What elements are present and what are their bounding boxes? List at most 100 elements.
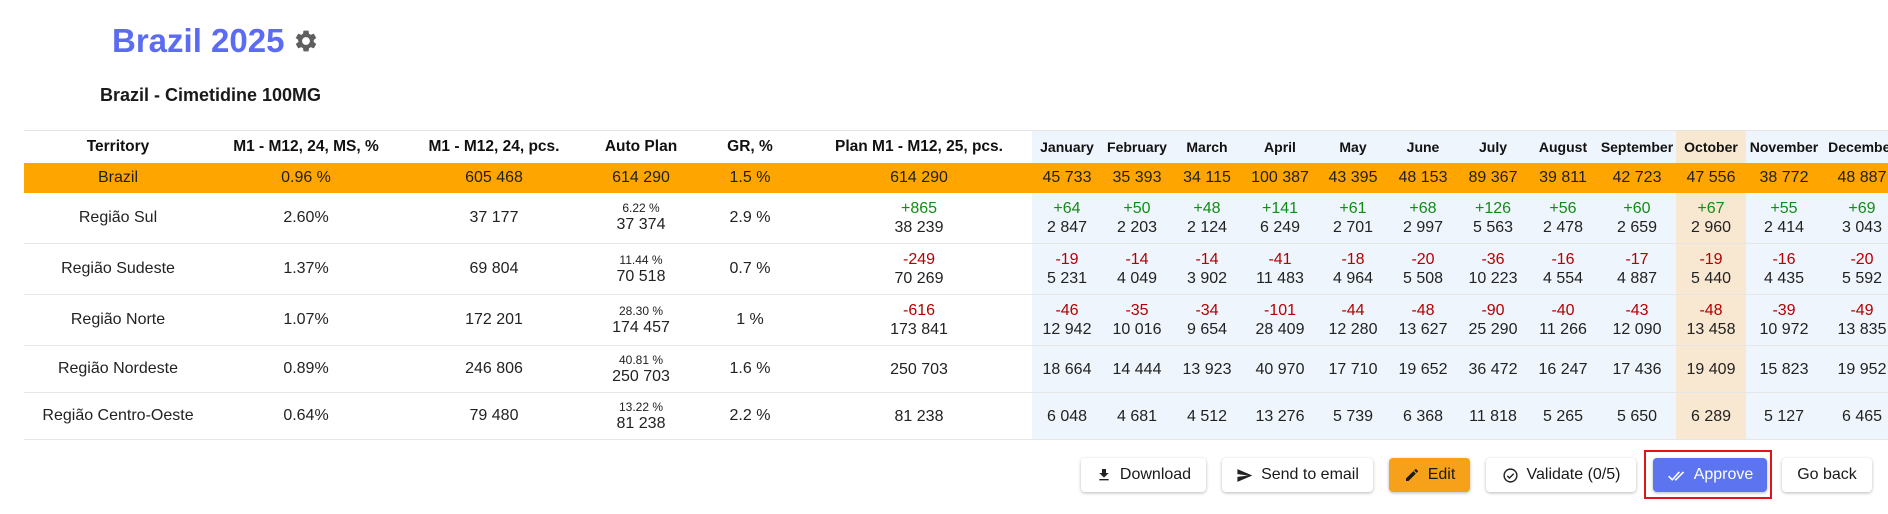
- auto-plan-cell: 11.44 % 70 518: [588, 244, 694, 295]
- go-back-button[interactable]: Go back: [1782, 458, 1872, 492]
- month-cell: +69 3 043: [1822, 192, 1888, 244]
- month-cell: 14 444: [1102, 345, 1172, 393]
- month-value: 2 701: [1332, 218, 1374, 236]
- download-label: Download: [1119, 466, 1192, 483]
- edit-label: Edit: [1427, 466, 1456, 483]
- ms-cell: 2.60%: [283, 208, 329, 226]
- month-cell: -44 12 280: [1318, 294, 1388, 346]
- col-header: Plan M1 - M12, 25, pcs.: [835, 137, 1003, 155]
- month-delta: -41: [1268, 251, 1292, 268]
- month-cell: 13 923: [1172, 345, 1242, 393]
- month-cell: +56 2 478: [1528, 192, 1598, 244]
- month-delta: -34: [1195, 302, 1219, 319]
- month-value: 5 440: [1690, 270, 1732, 287]
- send-email-button[interactable]: Send to email: [1222, 458, 1373, 492]
- month-delta: -39: [1772, 302, 1796, 319]
- month-delta: -48: [1699, 302, 1723, 319]
- month-cell: -49 13 835: [1822, 294, 1888, 346]
- month-cell: -17 4 887: [1598, 243, 1676, 295]
- col-header: M1 - M12, 24, MS, %: [233, 137, 379, 155]
- month-header: May: [1318, 130, 1388, 163]
- month-cell: 19 652: [1388, 345, 1458, 393]
- month-value: 13 835: [1837, 321, 1887, 338]
- month-value: 2 414: [1763, 218, 1805, 236]
- month-header: November: [1746, 130, 1822, 163]
- plan-cell: -249 70 269: [806, 244, 1032, 295]
- month-value: 13 627: [1398, 321, 1448, 338]
- territory-cell: Brazil: [97, 168, 138, 186]
- check-circle-icon: [1502, 467, 1518, 483]
- month-value: 5 127: [1763, 407, 1805, 425]
- auto-plan-cell: 40.81 % 250 703: [588, 346, 694, 393]
- month-value: 28 409: [1255, 321, 1305, 338]
- gear-icon[interactable]: [293, 28, 319, 54]
- month-delta: +69: [1848, 199, 1876, 217]
- month-value: 4 681: [1116, 407, 1158, 425]
- double-check-icon: [1667, 470, 1684, 481]
- month-cell: -14 3 902: [1172, 243, 1242, 295]
- month-value: 12 280: [1328, 321, 1378, 338]
- month-delta: -16: [1772, 251, 1796, 268]
- month-value: 11 818: [1469, 407, 1517, 425]
- month-value: 17 710: [1328, 360, 1378, 378]
- month-value: 11 266: [1539, 321, 1587, 338]
- month-value: 4 554: [1542, 270, 1584, 287]
- month-cell: 11 818: [1458, 392, 1528, 440]
- month-cell: 42 723: [1612, 168, 1662, 186]
- plan-table: Territory M1 - M12, 24, MS, % M1 - M12, …: [24, 130, 1888, 440]
- month-value: 10 016: [1112, 321, 1162, 338]
- month-value: 6 249: [1259, 218, 1301, 236]
- plan-delta: -616: [902, 302, 936, 319]
- month-cell: -16 4 435: [1746, 243, 1822, 295]
- validate-label: Validate (0/5): [1526, 466, 1621, 483]
- month-delta: -43: [1625, 302, 1649, 319]
- month-delta: -20: [1850, 251, 1874, 268]
- download-button[interactable]: Download: [1081, 458, 1206, 492]
- month-delta: +50: [1123, 199, 1151, 217]
- month-header: February: [1102, 130, 1172, 163]
- month-value: 18 664: [1042, 360, 1092, 378]
- gr-cell: 2.9 %: [729, 208, 771, 226]
- table-row: Região Nordeste 0.89% 246 806 40.81 % 250 70…: [24, 345, 1888, 393]
- month-delta: -14: [1195, 251, 1219, 268]
- month-value: 5 508: [1402, 270, 1444, 287]
- month-cell: 35 393: [1112, 168, 1162, 186]
- month-value: 5 231: [1046, 270, 1088, 287]
- pcs-cell: 69 804: [469, 260, 519, 277]
- month-value: 6 048: [1046, 407, 1088, 425]
- approve-button[interactable]: Approve: [1653, 458, 1767, 492]
- month-cell: 43 395: [1328, 168, 1378, 186]
- plan-value: 173 841: [890, 321, 948, 338]
- month-value: 16 247: [1538, 360, 1588, 378]
- month-header-october: October: [1676, 130, 1746, 163]
- month-value: 4 887: [1616, 270, 1658, 287]
- month-cell: -36 10 223: [1458, 243, 1528, 295]
- auto-plan-value: 70 518: [616, 267, 666, 285]
- month-value: 13 458: [1686, 321, 1736, 338]
- edit-button[interactable]: Edit: [1389, 458, 1470, 492]
- month-cell: 17 436: [1598, 345, 1676, 393]
- month-delta: +67: [1697, 199, 1725, 217]
- month-delta: -44: [1341, 302, 1365, 319]
- validate-button[interactable]: Validate (0/5): [1486, 458, 1636, 492]
- month-cell: 6 048: [1032, 392, 1102, 440]
- table-row: Região Sul 2.60% 37 177 6.22 % 37 374 2.9 % +8…: [24, 192, 1888, 244]
- month-value: 4 512: [1186, 407, 1228, 425]
- month-cell: 39 811: [1539, 168, 1587, 186]
- month-cell: 100 387: [1251, 168, 1309, 186]
- month-value: 15 823: [1759, 360, 1809, 378]
- month-cell: -20 5 592: [1822, 243, 1888, 295]
- month-cell: 38 772: [1759, 168, 1809, 186]
- month-value: 13 276: [1255, 407, 1305, 425]
- month-delta: +68: [1409, 199, 1437, 217]
- month-cell: +67 2 960: [1676, 192, 1746, 244]
- month-cell: +55 2 414: [1746, 192, 1822, 244]
- page-title: Brazil 2025: [112, 22, 285, 59]
- month-delta: +56: [1549, 199, 1577, 217]
- approve-label: Approve: [1693, 466, 1754, 483]
- auto-plan-share: 40.81 %: [618, 352, 664, 367]
- month-value: 4 049: [1116, 270, 1158, 287]
- month-cell: -18 4 964: [1318, 243, 1388, 295]
- month-header: January: [1032, 130, 1102, 163]
- download-icon: [1099, 469, 1109, 481]
